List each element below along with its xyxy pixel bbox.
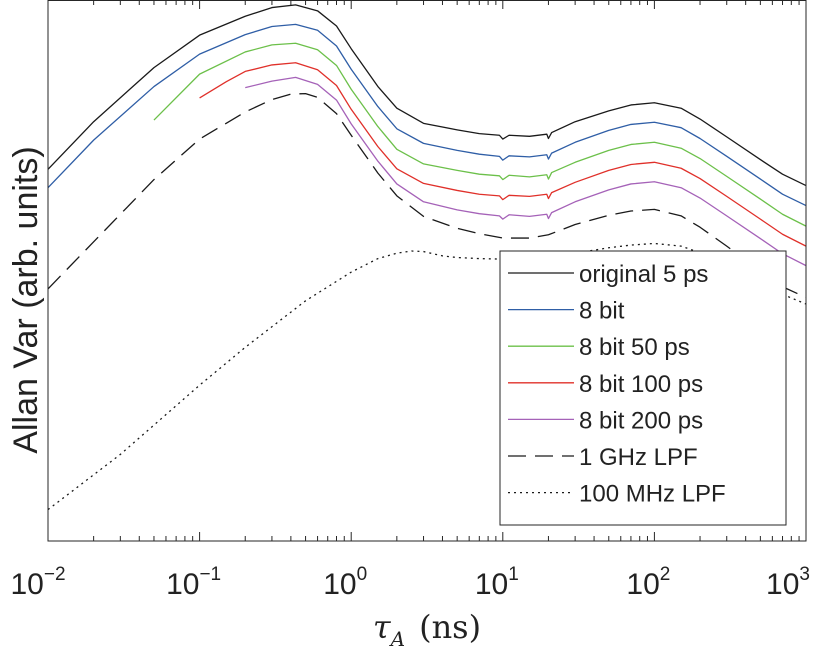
x-axis-label: τA (ns) xyxy=(373,608,481,650)
x-tick-label: 10−2 xyxy=(10,564,65,601)
x-tick-exponent: 2 xyxy=(660,564,671,585)
y-axis-label: Allan Var (arb. units) xyxy=(7,146,45,453)
legend: original 5 ps 8 bit 8 bit 50 ps 8 bit 100 p… xyxy=(499,250,787,526)
legend-label: 8 bit 50 ps xyxy=(579,334,690,361)
x-tick-label: 102 xyxy=(626,564,670,601)
x-tick-exponent: 0 xyxy=(357,564,368,585)
x-tick-exponent: −2 xyxy=(44,564,66,585)
x-tick-label: 100 xyxy=(323,564,367,601)
x-axis-label-sub: A xyxy=(389,627,405,650)
legend-label: 8 bit xyxy=(579,298,625,325)
series-line xyxy=(48,23,806,207)
x-tick-base: 10 xyxy=(10,568,43,601)
plot-frame xyxy=(47,0,807,542)
series-line xyxy=(199,62,806,247)
x-tick-exponent: 3 xyxy=(799,564,810,585)
x-tick-labels: 10−2 10−1 100 101 102 103 xyxy=(10,564,810,601)
x-tick-base: 10 xyxy=(475,568,508,601)
legend-label: 1 GHz LPF xyxy=(579,444,698,471)
x-axis-label-unit: (ns) xyxy=(419,608,481,646)
legend-label: 100 MHz LPF xyxy=(579,481,726,508)
x-axis-label-var: τ xyxy=(373,608,392,646)
x-tick-label: 10−1 xyxy=(166,564,221,601)
x-tick-label: 103 xyxy=(766,564,810,601)
legend-label: original 5 ps xyxy=(579,261,708,288)
legend-box xyxy=(499,250,787,526)
x-tick-base: 10 xyxy=(166,568,199,601)
series-line xyxy=(153,42,806,227)
series-line xyxy=(245,76,806,267)
legend-label: 8 bit 200 ps xyxy=(579,407,703,434)
x-tick-base: 10 xyxy=(766,568,799,601)
x-tick-base: 10 xyxy=(626,568,659,601)
series-line xyxy=(48,92,806,299)
x-tick-exponent: 1 xyxy=(508,564,519,585)
x-tick-label: 101 xyxy=(475,564,519,601)
x-tick-base: 10 xyxy=(323,568,356,601)
legend-label: 8 bit 100 ps xyxy=(579,371,703,398)
series-line xyxy=(48,4,806,187)
x-tick-exponent: −1 xyxy=(199,564,221,585)
